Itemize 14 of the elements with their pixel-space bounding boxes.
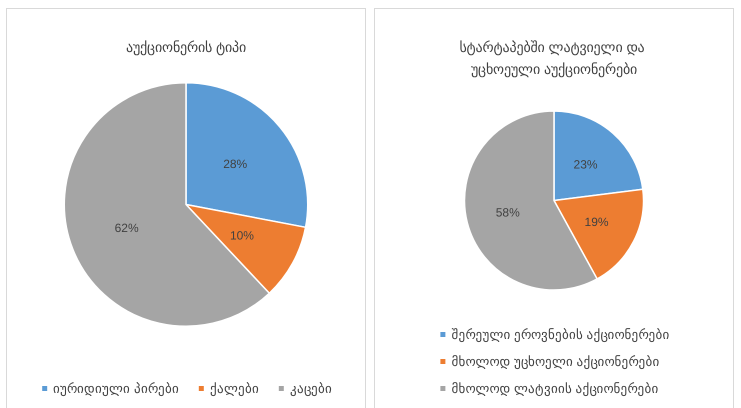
- legend-label: იურიდიული პირები: [53, 381, 179, 397]
- data-label: 10%: [230, 228, 254, 242]
- chart-title: სტარტაპებში ლატვიელი და უცხოეული აუქციონერები: [460, 39, 648, 78]
- data-label: 19%: [584, 215, 609, 230]
- data-label: 58%: [496, 205, 520, 220]
- legend-label: მხოლოდ უცხოელი აქციონერები: [451, 354, 660, 370]
- data-label: 28%: [223, 156, 248, 171]
- data-label: 23%: [574, 158, 598, 172]
- legend-label: მხოლოდ ლატვიის აქციონერები: [451, 381, 659, 397]
- legend-label: ქალები: [210, 381, 259, 397]
- legend-label: შერეული ეროვნების აქციონერები: [451, 327, 670, 343]
- legend-label: კაცები: [290, 381, 332, 397]
- chart-title: აუქციონერის ტიპი: [126, 39, 246, 56]
- data-label: 62%: [114, 221, 139, 236]
